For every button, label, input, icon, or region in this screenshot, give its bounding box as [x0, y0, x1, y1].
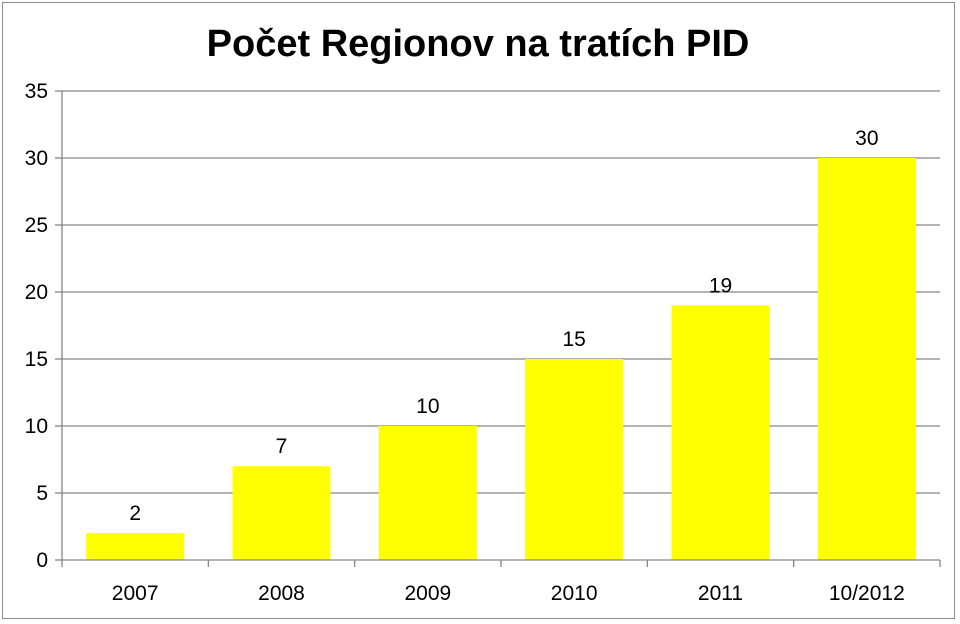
- x-axis-ticks: 2007 2008 2009 2010 2011 10/2012: [112, 582, 905, 605]
- bar-2007: [86, 533, 185, 560]
- y-tick-label: 5: [36, 482, 48, 505]
- y-tick-label: 35: [25, 80, 48, 103]
- bar-2009: [378, 426, 477, 560]
- data-label: 7: [276, 435, 288, 458]
- x-tick-label: 2007: [112, 582, 159, 605]
- data-labels: 2 7 10 15 19 30: [129, 127, 878, 525]
- x-tick-label: 2011: [698, 582, 743, 605]
- y-axis-ticks: 0 5 10 15 20 25 30 35: [25, 80, 48, 572]
- gridlines: [62, 90, 940, 494]
- y-tick-label: 0: [36, 549, 48, 572]
- bar-2011: [671, 305, 770, 560]
- y-tick-label: 30: [25, 147, 48, 170]
- data-label: 2: [129, 502, 141, 525]
- chart-title: Počet Regionov na tratích PID: [207, 23, 750, 65]
- x-tick-label: 10/2012: [829, 582, 905, 605]
- data-label: 30: [855, 127, 878, 150]
- data-label: 10: [416, 395, 439, 418]
- y-tick-label: 15: [25, 348, 48, 371]
- y-tick-label: 20: [25, 281, 48, 304]
- x-tick-label: 2009: [404, 582, 451, 605]
- axes: [55, 90, 941, 567]
- bars: [86, 158, 916, 560]
- x-tick-label: 2010: [551, 582, 598, 605]
- x-tick-label: 2008: [258, 582, 305, 605]
- data-label: 19: [709, 274, 732, 297]
- bar-2008: [232, 466, 331, 560]
- data-label: 15: [562, 328, 585, 351]
- bar-10-2012: [817, 158, 916, 560]
- y-tick-label: 25: [25, 214, 48, 237]
- bar-2010: [525, 359, 624, 560]
- y-tick-label: 10: [25, 415, 48, 438]
